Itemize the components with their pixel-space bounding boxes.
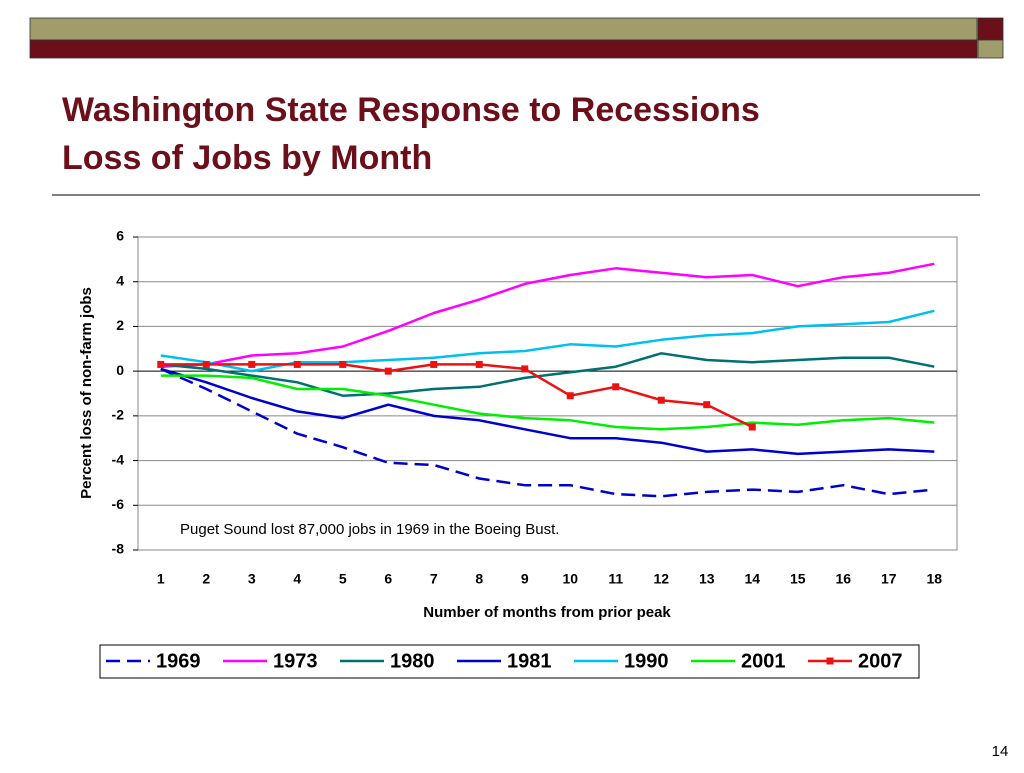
point-marker — [657, 396, 665, 404]
x-tick-label: 10 — [562, 571, 578, 587]
x-tick-label: 1 — [157, 571, 165, 587]
x-tick-label: 4 — [293, 571, 301, 587]
x-tick-label: 11 — [608, 571, 623, 587]
y-tick-label: -8 — [112, 541, 125, 557]
point-marker — [248, 360, 256, 368]
series-line — [160, 374, 935, 431]
legend-box — [99, 644, 920, 679]
x-tick-label: 8 — [475, 571, 483, 587]
series-line — [160, 367, 935, 456]
x-tick-label: 18 — [926, 571, 942, 587]
point-marker — [293, 360, 301, 368]
x-tick-label: 9 — [521, 571, 529, 587]
corner-square — [977, 39, 1004, 59]
x-tick-label: 5 — [339, 571, 347, 587]
top-band — [29, 17, 978, 41]
x-axis-label: Number of months from prior peak — [423, 604, 671, 621]
x-tick-label: 6 — [384, 571, 392, 587]
series-line — [160, 262, 935, 368]
x-tick-label: 3 — [248, 571, 256, 587]
series-line — [160, 309, 935, 373]
corner-square — [977, 17, 1004, 41]
x-tick-label: 12 — [653, 571, 669, 587]
legend-label: 2001 — [741, 650, 786, 672]
y-tick-label: -2 — [112, 407, 125, 423]
x-tick-label: 2 — [202, 571, 210, 587]
top-band-dark — [29, 39, 978, 59]
y-tick-label: 6 — [116, 228, 124, 244]
point-marker — [748, 423, 756, 431]
point-marker — [521, 365, 529, 373]
legend-label: 1990 — [624, 650, 669, 672]
point-marker — [566, 392, 574, 400]
point-marker — [202, 360, 210, 368]
x-tick-label: 7 — [430, 571, 438, 587]
point-marker — [612, 383, 620, 391]
legend-marker — [826, 657, 834, 665]
page-number: 14 — [992, 743, 1009, 760]
legend-label: 1969 — [156, 650, 201, 672]
y-axis-label: Percent loss of non-farm jobs — [78, 287, 95, 499]
x-tick-label: 13 — [699, 571, 715, 587]
series-line — [160, 352, 935, 397]
y-tick-label: -6 — [112, 496, 125, 512]
y-tick-label: 0 — [116, 362, 124, 378]
x-tick-label: 17 — [881, 571, 897, 587]
point-marker — [339, 360, 347, 368]
series-line — [160, 367, 935, 498]
legend-label: 2007 — [858, 650, 903, 672]
legend-label: 1980 — [390, 650, 435, 672]
y-tick-label: -4 — [112, 451, 125, 467]
series-line — [160, 363, 753, 429]
slide-subtitle: Loss of Jobs by Month — [62, 139, 432, 177]
annotation: Puget Sound lost 87,000 jobs in 1969 in … — [180, 521, 559, 538]
legend-label: 1981 — [507, 650, 552, 672]
point-marker — [475, 360, 483, 368]
x-tick-label: 16 — [835, 571, 851, 587]
x-tick-label: 14 — [744, 571, 760, 587]
point-marker — [703, 401, 711, 409]
slide-title: Washington State Response to Recessions — [62, 91, 760, 129]
point-marker — [157, 360, 165, 368]
point-marker — [384, 367, 392, 375]
x-tick-label: 15 — [790, 571, 806, 587]
legend-label: 1973 — [273, 650, 318, 672]
plot-area — [137, 236, 958, 551]
point-marker — [430, 360, 438, 368]
y-tick-label: 2 — [116, 317, 124, 333]
y-tick-label: 4 — [116, 272, 124, 288]
